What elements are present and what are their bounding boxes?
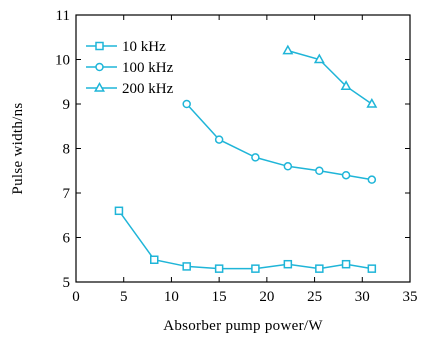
data-point-triangle: [340, 80, 352, 90]
x-tick-label: 30: [355, 289, 370, 305]
legend-item: 10 kHz: [86, 39, 166, 55]
data-point-circle: [341, 170, 351, 180]
series-line: [287, 49, 373, 105]
data-point-square: [182, 262, 191, 271]
data-point-triangle: [282, 44, 294, 55]
plot-frame: [75, 14, 411, 283]
y-tick-label: 7: [63, 186, 71, 202]
y-tick-label: 6: [63, 231, 71, 247]
x-tick-label: 20: [259, 289, 274, 305]
series-triangle: [282, 44, 378, 108]
y-tick-label: 5: [63, 275, 71, 291]
x-axis-ticks: 0 5 10 15 20 25 30 35: [72, 15, 418, 305]
y-axis-ticks: 5 6 7 8 9 10 11: [55, 8, 410, 291]
data-point-square: [150, 255, 159, 264]
data-point-square: [315, 264, 324, 273]
series-circle: [182, 99, 377, 184]
data-point-circle: [214, 135, 224, 144]
data-point-triangle: [313, 53, 325, 64]
x-tick-label: 35: [403, 289, 418, 305]
legend-item: 200 kHz: [86, 81, 174, 97]
data-point-square: [251, 264, 260, 273]
legend-item: 100 kHz: [86, 60, 174, 76]
legend-label: 200 kHz: [122, 81, 174, 97]
data-point-triangle: [366, 97, 378, 108]
y-tick-label: 11: [56, 8, 70, 24]
x-tick-label: 25: [307, 289, 322, 305]
data-point-square: [114, 206, 124, 216]
y-axis-label: Pulse width/ns: [10, 102, 26, 194]
data-point-circle: [251, 153, 260, 162]
y-tick-label: 10: [55, 53, 70, 69]
data-point-square: [367, 264, 377, 273]
x-tick-label: 5: [120, 289, 128, 305]
data-point-circle: [182, 99, 191, 109]
legend-marker-triangle: [94, 81, 105, 92]
data-point-circle: [283, 162, 293, 171]
x-axis-label: Absorber pump power/W: [163, 318, 323, 334]
data-point-circle: [315, 166, 324, 175]
y-tick-label: 8: [63, 142, 71, 158]
legend-label: 100 kHz: [122, 60, 174, 76]
series-layer: [114, 44, 378, 273]
series-square: [114, 206, 377, 273]
data-point-square: [283, 259, 293, 269]
legend: 10 kHz 100 kHz 200 kHz: [86, 39, 174, 97]
plot-border: [75, 14, 411, 283]
y-tick-label: 9: [63, 97, 71, 113]
series-line: [186, 103, 372, 181]
legend-label: 10 kHz: [122, 39, 166, 55]
legend-marker-square: [95, 41, 104, 51]
data-point-square: [214, 264, 224, 273]
legend-marker-circle: [95, 62, 104, 72]
x-tick-label: 15: [212, 289, 227, 305]
x-tick-label: 0: [72, 289, 80, 305]
x-tick-label: 10: [164, 289, 179, 305]
data-point-circle: [367, 175, 377, 184]
data-point-square: [341, 259, 351, 269]
